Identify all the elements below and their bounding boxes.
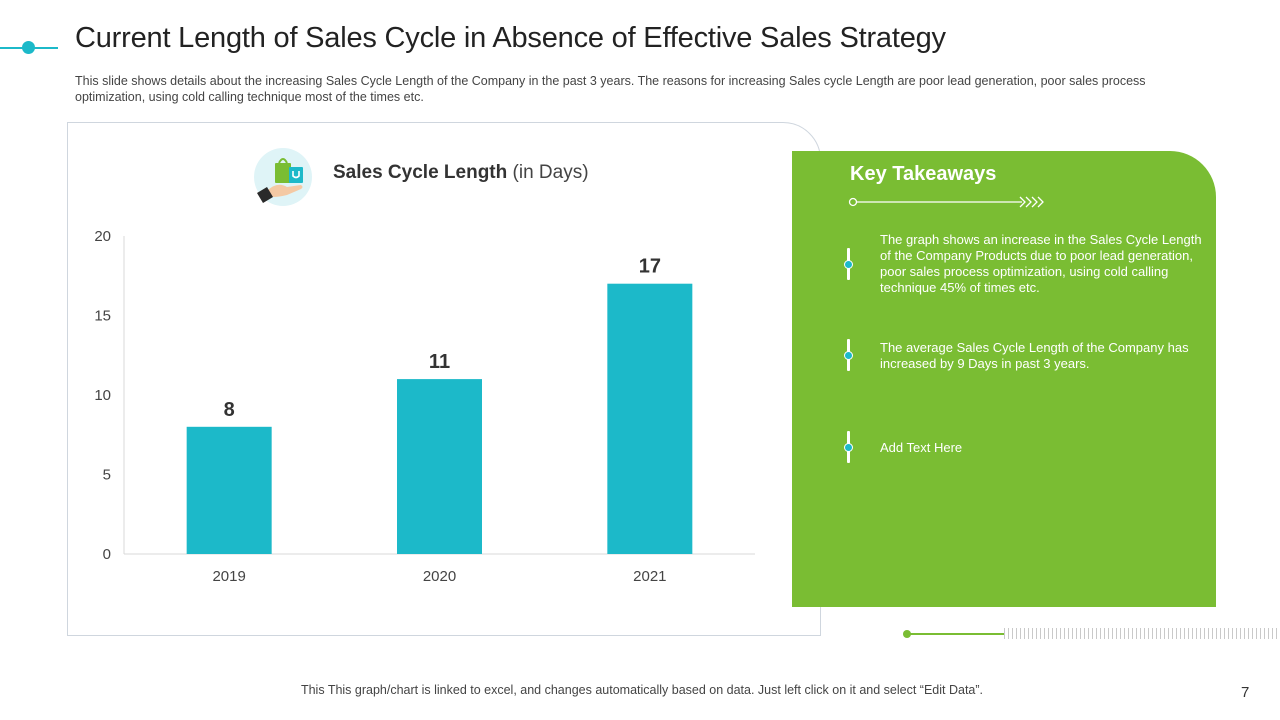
bar-chart[interactable]: 0 5 10 15 20 8 2019 11 2020 17 2021	[67, 200, 821, 600]
arrow-divider-icon	[848, 196, 1044, 208]
y-tick-label: 20	[94, 228, 111, 245]
page-number: 7	[1241, 684, 1250, 701]
x-tick-label: 2019	[212, 568, 245, 585]
chart-title-unit: (in Days)	[512, 162, 589, 183]
shopping-bag-hand-icon	[254, 148, 312, 206]
slide-subtitle: This slide shows details about the incre…	[75, 74, 1146, 104]
chart-title-main: Sales Cycle Length	[333, 162, 508, 183]
y-tick-label: 0	[103, 546, 111, 563]
takeaway-item: The average Sales Cycle Length of the Co…	[880, 340, 1189, 371]
footer-note: This This graph/chart is linked to excel…	[0, 683, 1280, 697]
y-tick-label: 15	[94, 308, 111, 325]
y-tick-label: 5	[103, 467, 111, 484]
key-takeaways-title: Key Takeaways	[850, 163, 997, 185]
data-label: 11	[429, 351, 450, 373]
takeaway-item: Add Text Here	[880, 440, 963, 455]
footer-text: This This graph/chart is linked to excel…	[300, 683, 984, 697]
bar	[397, 379, 482, 554]
decor-line	[904, 633, 1004, 635]
x-tick-label: 2020	[423, 568, 456, 585]
data-label: 8	[224, 399, 235, 421]
bar	[186, 426, 272, 554]
takeaway-item: The graph shows an increase in the Sales…	[880, 232, 1202, 295]
key-takeaways-panel: Key Takeaways The graph shows an increas…	[792, 151, 1216, 607]
takeaway-marker	[844, 248, 853, 280]
data-label: 17	[639, 256, 661, 278]
decor-dot	[903, 630, 911, 638]
title-accent-dot	[22, 41, 35, 54]
chart-title: Sales Cycle Length (in Days)	[333, 162, 589, 184]
y-tick-label: 10	[94, 387, 111, 404]
takeaway-marker	[844, 339, 853, 371]
x-tick-label: 2021	[633, 568, 666, 585]
decor-ticks	[1004, 628, 1280, 639]
bar	[607, 283, 693, 554]
takeaway-marker	[844, 431, 853, 463]
slide-title: Current Length of Sales Cycle in Absence…	[75, 22, 946, 54]
